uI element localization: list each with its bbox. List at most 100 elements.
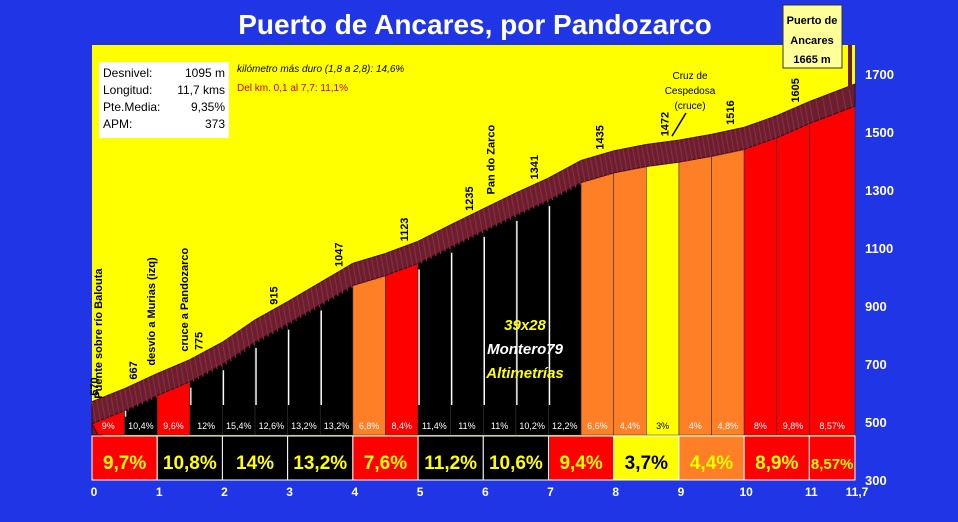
profile-band-hatch [515,192,521,216]
altitude-label: 1123 [399,218,411,242]
profile-band-hatch [137,382,144,405]
profile-band-hatch [184,361,190,384]
profile-band-hatch [571,165,577,188]
profile-band-hatch [263,314,269,337]
profile-band-hatch [464,217,470,241]
km-grade-box [482,435,549,481]
segment-grade-label: 9% [102,421,115,431]
grade-segment [385,262,419,436]
grade-segment [646,161,680,436]
cespedosa-label: Cruz de Cespedosa (cruce) [665,71,716,112]
profile-band-hatch [282,304,288,327]
stat-label-apm: APM: [103,117,132,131]
profile-band-hatch [124,388,130,411]
segment-grade-label: 4,8% [718,421,739,431]
profile-band-hatch [575,162,582,186]
segment-grade-label: 8% [754,421,767,431]
summit-label-line1: Puerto de [787,15,838,27]
profile-band-hatch [305,290,311,313]
profile-band-hatch [729,130,735,153]
profile-band-hatch [766,118,773,142]
profile-band-hatch [142,379,148,403]
landmark-label: Puente sobre río Balouta [93,268,105,399]
profile-band-hatch [175,365,181,388]
profile-band-hatch [431,234,437,257]
profile-band-hatch [631,147,637,170]
profile-band-hatch [454,222,460,245]
profile-band-hatch [156,373,162,396]
segment-grade-label: 9,8% [783,421,804,431]
segment-grade-label: 13,2% [324,421,350,431]
profile-band-hatch [249,323,255,346]
profile-band-hatch [422,238,428,262]
profile-band-hatch [608,152,614,175]
profile-band-hatch [221,342,228,365]
km-grade-label: 10,8% [163,453,217,474]
altitude-label: 1341 [529,155,541,179]
profile-band-hatch [696,136,703,159]
grade-segment [678,155,712,436]
cespedosa-line2: Cespedosa [665,86,716,97]
profile-band-hatch [552,175,558,198]
y-tick-label: 300 [865,473,887,488]
segment-grade-label: 11% [491,421,508,431]
profile-band-hatch [622,148,628,172]
profile-band-hatch [738,128,745,151]
segment-grade-label: 8,4% [392,421,413,431]
profile-band-hatch [547,178,554,201]
profile-band-hatch [342,268,349,291]
profile-band-hatch [394,249,400,273]
segment-grade-label: 4,4% [620,421,641,431]
profile-band-hatch [557,172,563,196]
profile-band-hatch [529,186,535,209]
profile-band-hatch [301,293,307,316]
profile-band-hatch [724,131,731,154]
profile-band-hatch [450,224,456,247]
profile-band-hatch [179,363,186,386]
profile-band-hatch [627,148,633,171]
profile-band-hatch [603,153,609,176]
km-grade-label: 8,9% [755,453,798,474]
profile-band-hatch [296,296,302,319]
segment-grade-label: 11% [458,421,475,431]
grade-segment [809,105,856,436]
profile-band-hatch [501,199,507,222]
altitude-label: 775 [193,332,205,350]
profile-band-hatch [380,254,386,278]
x-tick-label: 9 [678,485,685,499]
profile-band-hatch [338,271,344,294]
profile-band-hatch [240,329,246,352]
segment-grade-label: 13,2% [291,421,317,431]
profile-band-hatch [347,265,353,289]
stat-value-apm: 373 [205,117,225,131]
segment-grade-label: 4% [689,421,702,431]
segment-grade-label: 10,4% [128,421,154,431]
x-tick-label: 7 [547,485,554,499]
profile-band-hatch [189,359,195,382]
profile-band-hatch [762,120,768,143]
stat-label-pendiente: Pte.Media: [103,100,160,114]
profile-band-hatch [785,111,791,134]
profile-band-hatch [752,123,759,147]
profile-band-hatch [408,244,414,267]
profile-band-hatch [617,149,623,173]
grade-segment [319,284,354,436]
profile-band-hatch [212,347,218,370]
x-tick-label: 4 [352,485,359,499]
profile-band-hatch [147,377,153,400]
grade-segment [450,230,484,436]
km-grade-box [547,435,615,481]
km-grade-label: 14% [236,453,274,474]
stat-label-longitud: Longitud: [103,83,152,97]
summit-label-line2: Ancares [790,35,833,47]
km-grade-box [221,435,289,481]
cespedosa-line1: Cruz de [672,71,707,82]
profile-band-hatch [804,103,810,126]
profile-band-hatch [426,236,432,259]
profile-band-hatch [669,141,675,164]
altitude-label: 1235 [464,186,476,210]
profile-band-hatch [96,399,102,422]
profile-band-hatch [828,93,834,117]
profile-band-hatch [645,144,651,167]
